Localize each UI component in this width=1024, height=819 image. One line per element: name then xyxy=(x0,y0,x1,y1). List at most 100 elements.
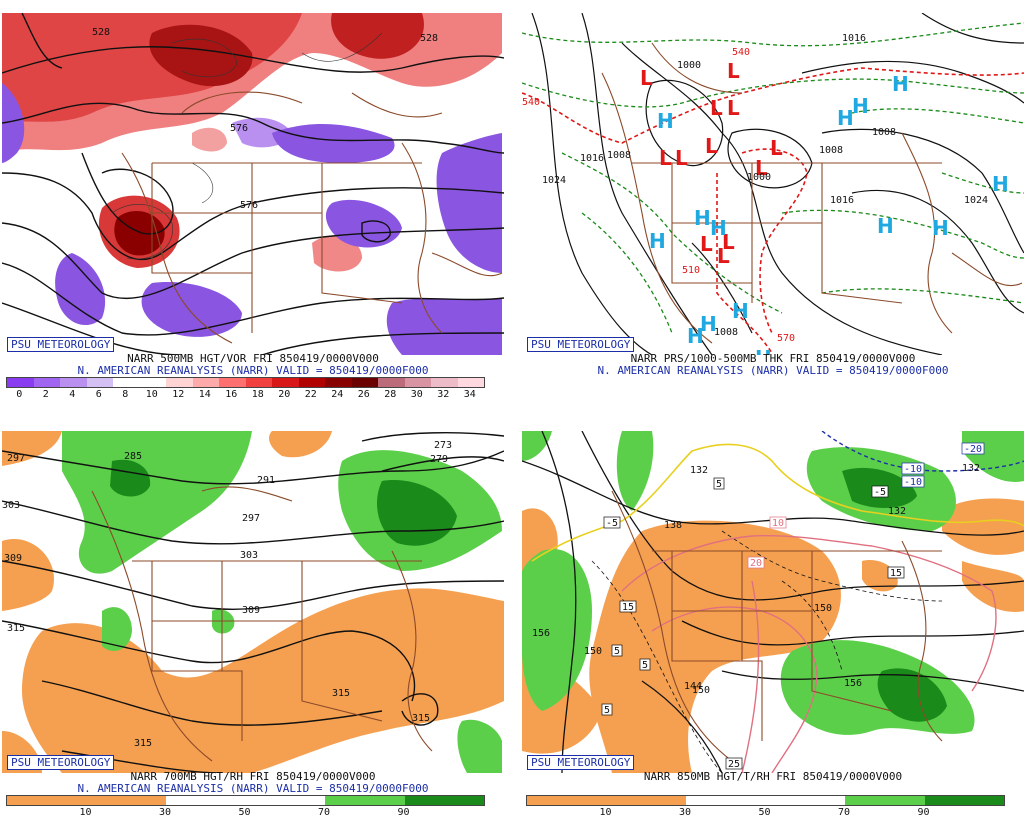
high-marker: H xyxy=(700,312,717,336)
scale-swatch xyxy=(219,378,246,387)
very-moist-areas xyxy=(110,459,457,546)
isobar-label: 1016 xyxy=(580,153,604,164)
high-marker: H xyxy=(892,72,909,96)
scale-swatch xyxy=(378,378,405,387)
vorticity-max-2 xyxy=(331,13,424,59)
scale-swatch xyxy=(686,796,766,805)
panel-valid-line: N. AMERICAN REANALYSIS (NARR) VALID = 85… xyxy=(77,364,429,377)
scale-swatch xyxy=(404,378,431,387)
low-pressure-markers: L L L L L L L L L L L L xyxy=(640,59,783,268)
vorticity-small-1 xyxy=(312,235,362,272)
thickness-label: 510 xyxy=(682,265,700,276)
political-borders-3 xyxy=(91,486,433,762)
high-marker: H xyxy=(992,172,1009,196)
scale-tick-label: 22 xyxy=(304,389,317,400)
cold-isotherms xyxy=(821,431,1024,472)
map-svg-700mb: 297 285 273 279 291 297 303 303 309 309 … xyxy=(2,431,504,773)
isobar-label: 1008 xyxy=(872,127,896,138)
scale-swatch xyxy=(245,378,272,387)
vorticity-scale-labels: 0 2 4 6 8 10 12 14 16 18 20 22 24 26 28 30 32 34 xyxy=(6,389,483,401)
low-marker: L xyxy=(727,59,740,83)
thickness-label: 540 xyxy=(732,47,750,58)
scale-tick-label: 0 xyxy=(16,389,23,400)
thickness-540 xyxy=(522,67,1024,354)
thickness-lines xyxy=(522,22,1024,334)
scale-tick-label: 28 xyxy=(384,389,397,400)
scale-tick-label: 30 xyxy=(410,389,423,400)
high-marker: H xyxy=(710,216,727,240)
height-label: 138 xyxy=(664,520,682,531)
high-marker: H xyxy=(932,216,949,240)
height-label: 297 xyxy=(7,453,25,464)
height-label: 285 xyxy=(124,451,142,462)
scale-swatch xyxy=(351,378,378,387)
panel-title: NARR 500MB HGT/VOR FRI 850419/0000V000 xyxy=(127,352,379,365)
dry-areas-850 xyxy=(522,498,1024,773)
scale-swatch xyxy=(245,796,325,805)
isobar-label: 1016 xyxy=(830,195,854,206)
temp-label: -10 xyxy=(904,477,922,488)
temperature-labels: -5 -5 -10 5 5 10 15 15 5 5 20 xyxy=(601,442,985,770)
vorticity-small-2 xyxy=(192,127,227,152)
scale-swatch xyxy=(166,378,193,387)
high-marker: H xyxy=(694,206,711,230)
scale-swatch xyxy=(139,378,166,387)
height-label: 303 xyxy=(240,550,258,561)
height-label: 309 xyxy=(242,605,260,616)
scale-tick-label: 90 xyxy=(397,807,410,818)
height-contours-700 xyxy=(2,432,504,773)
map-500mb-vorticity: 528 576 576 528 xyxy=(2,13,504,355)
rh-scale-labels: 10 30 50 70 90 xyxy=(6,807,483,819)
scale-tick-label: 50 xyxy=(238,807,251,818)
psu-meteorology-badge: PSU METEOROLOGY xyxy=(7,337,115,352)
scale-tick-label: 30 xyxy=(678,807,692,818)
scale-tick-label: 14 xyxy=(198,389,211,400)
temp-label: -5 xyxy=(606,518,618,529)
scale-swatch xyxy=(845,796,925,805)
high-marker: H xyxy=(687,324,704,348)
scale-tick-label: 50 xyxy=(758,807,771,818)
panel-valid-line: N. AMERICAN REANALYSIS (NARR) VALID = 85… xyxy=(597,364,949,377)
map-700mb-rh: 297 285 273 279 291 297 303 303 309 309 … xyxy=(2,431,504,773)
neg-vort-sw xyxy=(55,253,106,326)
scale-tick-label: 20 xyxy=(278,389,291,400)
neg-vort-se xyxy=(386,298,502,355)
scale-swatch xyxy=(60,378,87,387)
scale-tick-label: 70 xyxy=(837,807,851,818)
height-label: 315 xyxy=(134,738,152,749)
panel-850mb-hgt-t-rh: 132 138 132 132 156 150 150 150 156 144 … xyxy=(522,418,1024,818)
height-label: 144 xyxy=(684,681,702,692)
scale-swatch xyxy=(325,378,352,387)
rh-scale-labels: 10 30 50 70 90 xyxy=(526,807,1003,819)
isobar-label: 1000 xyxy=(677,60,701,71)
temp-label: 5 xyxy=(614,646,620,657)
low-marker: L xyxy=(717,244,730,268)
scale-tick-label: 8 xyxy=(122,389,129,400)
neg-vort-w xyxy=(2,83,25,163)
low-marker: L xyxy=(675,146,688,170)
high-marker: H xyxy=(732,299,749,323)
isobar-label: 1016 xyxy=(842,33,866,44)
temp-label: 10 xyxy=(772,518,784,529)
low-marker: L xyxy=(727,96,740,120)
temp-label: 15 xyxy=(890,568,902,579)
high-marker: H xyxy=(649,229,666,253)
contour-label-2: 576 xyxy=(240,200,258,211)
panel-500mb-hgt-vor: 528 576 576 528 PSU METEOROLOGY NARR 500… xyxy=(2,0,504,400)
height-label: 297 xyxy=(242,513,260,524)
height-label: 132 xyxy=(888,506,906,517)
isobar-label: 1024 xyxy=(542,175,566,186)
height-label: 315 xyxy=(7,623,25,634)
height-label: 303 xyxy=(2,500,20,511)
scale-tick-label: 70 xyxy=(317,807,331,818)
scale-swatch xyxy=(192,378,219,387)
scale-swatch xyxy=(272,378,299,387)
neg-vort-e xyxy=(436,133,502,273)
panel-title: NARR 700MB HGT/RH FRI 850419/0000V000 xyxy=(130,770,376,783)
freezing-isotherm xyxy=(531,443,1024,562)
psu-meteorology-badge: PSU METEOROLOGY xyxy=(527,337,635,352)
height-label: 156 xyxy=(844,678,862,689)
scale-tick-label: 10 xyxy=(79,807,92,818)
scale-tick-label: 16 xyxy=(225,389,238,400)
psu-meteorology-badge: PSU METEOROLOGY xyxy=(527,755,635,770)
